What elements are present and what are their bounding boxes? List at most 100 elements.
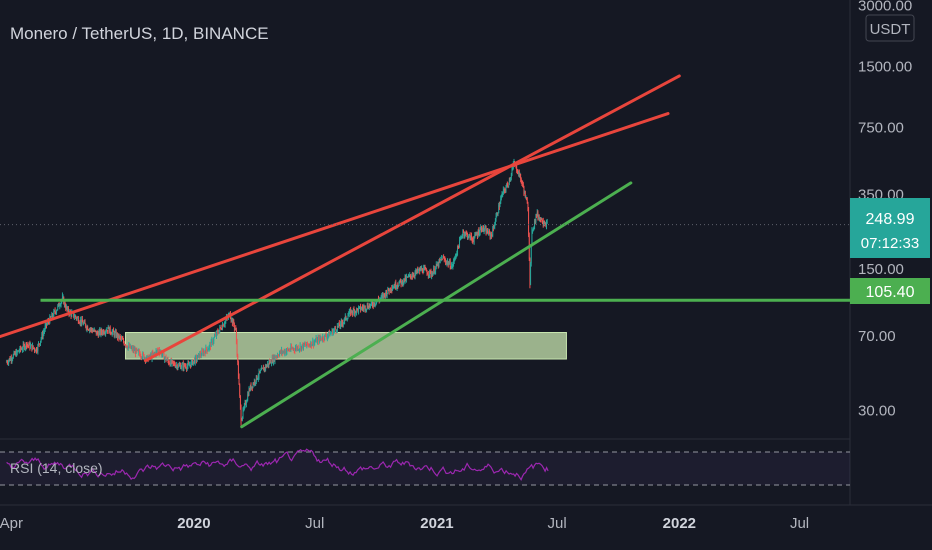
candle-body	[404, 276, 406, 282]
price-tick-label: 70.00	[858, 328, 896, 345]
candle-body	[538, 216, 539, 218]
candle-body	[6, 361, 8, 363]
candle-body	[362, 307, 363, 308]
candle-body	[191, 359, 193, 362]
candle-body	[441, 258, 443, 260]
candle-body	[294, 349, 296, 351]
price-tick-label: 150.00	[858, 261, 904, 278]
candle-body	[373, 302, 375, 306]
candle-body	[8, 358, 10, 361]
candle-body	[336, 330, 338, 332]
rsi-panel[interactable]: RSI (14, close)	[0, 438, 850, 486]
candle-body	[472, 239, 474, 242]
candle-body	[20, 347, 21, 350]
candle-body	[315, 341, 316, 342]
candle-body	[81, 319, 83, 324]
candle-body	[504, 189, 506, 191]
candle-body	[91, 329, 93, 332]
candle-body	[116, 333, 118, 337]
candle-body	[265, 365, 267, 368]
candle-body	[202, 351, 204, 355]
candle-body	[522, 183, 524, 188]
candle-body	[408, 275, 410, 277]
candle-body	[299, 348, 300, 350]
candle-body	[508, 185, 510, 187]
level-price-label: 105.40	[866, 284, 915, 301]
candle-body	[461, 236, 462, 238]
candle-body	[388, 290, 390, 292]
candle-body	[95, 330, 97, 335]
candle-body	[332, 330, 334, 335]
candle-body	[362, 307, 364, 309]
candle-body	[360, 306, 361, 310]
candle-body	[313, 340, 314, 346]
candle-body	[133, 348, 135, 352]
candle-body	[224, 321, 226, 325]
candle-body	[163, 352, 165, 360]
candle-body	[387, 288, 389, 294]
candle-body	[321, 339, 323, 341]
candle-body	[290, 346, 292, 351]
green-trendline[interactable]	[240, 181, 633, 429]
candle-body	[268, 361, 270, 366]
candle-body	[368, 307, 369, 309]
candle-body	[375, 303, 377, 305]
candle-body	[544, 223, 545, 225]
candle-body	[510, 177, 512, 181]
candle-body	[297, 346, 298, 350]
candle-body	[130, 345, 132, 349]
candle-body	[460, 236, 462, 239]
candle-body	[398, 285, 399, 287]
candle-body	[531, 228, 533, 246]
candle-body	[312, 340, 314, 345]
candle-body	[376, 301, 377, 304]
candle-body	[506, 184, 508, 188]
candle-body	[407, 276, 409, 278]
candle-body	[66, 306, 67, 309]
candle-body	[475, 233, 477, 235]
candle-body	[330, 332, 332, 334]
candle-body	[208, 345, 210, 349]
candle-body	[503, 189, 505, 190]
candle-body	[194, 356, 196, 364]
candle-body	[237, 355, 239, 363]
candle-body	[87, 329, 89, 331]
candle-body	[174, 365, 176, 368]
candle-body	[101, 329, 103, 333]
candle-body	[506, 184, 508, 185]
candle-body	[524, 191, 526, 194]
candle-body	[92, 330, 94, 332]
currency-badge[interactable]: USDT	[865, 14, 915, 42]
trendlines[interactable]	[0, 74, 850, 429]
candle-body	[400, 279, 401, 282]
candle-body	[259, 370, 261, 374]
candle-body	[370, 304, 371, 307]
candle-body	[103, 333, 105, 334]
candle-body	[18, 350, 20, 352]
candle-body	[67, 307, 69, 311]
candle-body	[355, 311, 357, 313]
candle-body	[202, 350, 203, 352]
candle-body	[457, 245, 458, 254]
candle-body	[522, 183, 524, 184]
candle-body	[253, 380, 255, 385]
candle-body	[451, 264, 453, 266]
candle-body	[210, 340, 212, 347]
candle-body	[520, 173, 522, 179]
time-axis[interactable]: Apr 2020 Jul 2021 Jul 2022 Jul	[0, 515, 809, 532]
candle-body	[48, 321, 50, 324]
candle-body	[29, 343, 31, 349]
candle-body	[62, 295, 63, 300]
red-trendline-upper[interactable]	[0, 112, 670, 353]
candle-body	[270, 360, 272, 364]
candle-body	[77, 317, 79, 323]
candle-body	[73, 312, 75, 318]
candle-body	[441, 258, 443, 261]
candle-body	[180, 367, 182, 369]
red-trendline-steep[interactable]	[143, 74, 681, 363]
candle-body	[277, 355, 279, 356]
candle-body	[413, 275, 415, 277]
time-tick-label: Jul	[305, 515, 324, 532]
candle-body	[109, 327, 111, 333]
